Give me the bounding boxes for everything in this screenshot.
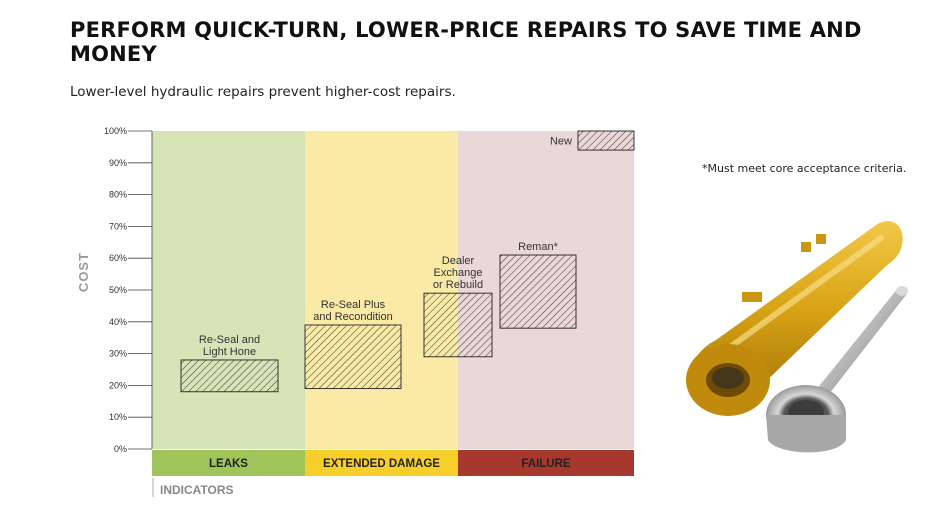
y-tick-label-0: 0%: [114, 444, 127, 454]
y-tick-label-10: 100%: [104, 126, 127, 136]
acceptance-note: *Must meet core acceptance criteria.: [702, 162, 907, 175]
indicator-band-1: [305, 450, 458, 476]
page-title: PERFORM QUICK-TURN, LOWER-PRICE REPAIRS …: [70, 18, 862, 66]
repair-label-3: Reman*: [518, 241, 558, 253]
hydraulic-cylinder-photo: [686, 221, 908, 453]
indicator-label-1: EXTENDED DAMAGE: [323, 458, 440, 470]
repair-label-2: Dealer Exchange or Rebuild: [433, 255, 483, 291]
y-tick-label-2: 20%: [109, 380, 127, 390]
indicator-band-0: [152, 450, 305, 476]
indicator-background-0: [152, 131, 305, 449]
y-axis-label: COST: [76, 252, 91, 292]
indicator-label-0: LEAKS: [209, 458, 248, 470]
y-tick-label-3: 30%: [109, 349, 127, 359]
indicator-band-2: [458, 450, 634, 476]
repair-bar-4: [577, 130, 635, 151]
y-tick-label-6: 60%: [109, 253, 127, 263]
indicator-label-2: FAILURE: [521, 458, 571, 470]
repair-bar-1: [304, 324, 402, 390]
y-tick-label-9: 90%: [109, 158, 127, 168]
repair-bar-3: [499, 254, 577, 329]
y-tick-label-8: 80%: [109, 190, 127, 200]
page-subtitle: Lower-level hydraulic repairs prevent hi…: [70, 84, 456, 100]
repair-bar-0: [180, 359, 279, 393]
x-axis-label: INDICATORS: [160, 483, 234, 497]
repair-label-4: New: [550, 136, 572, 148]
indicator-background-1: [305, 131, 458, 449]
y-tick-label-7: 70%: [109, 221, 127, 231]
y-tick-label-5: 50%: [109, 285, 127, 295]
repair-label-1: Re-Seal Plus and Recondition: [313, 299, 393, 323]
repair-bar-2: [423, 292, 493, 358]
repair-label-0: Re-Seal and Light Hone: [199, 334, 260, 358]
y-tick-label-1: 10%: [109, 412, 127, 422]
y-tick-label-4: 40%: [109, 317, 127, 327]
